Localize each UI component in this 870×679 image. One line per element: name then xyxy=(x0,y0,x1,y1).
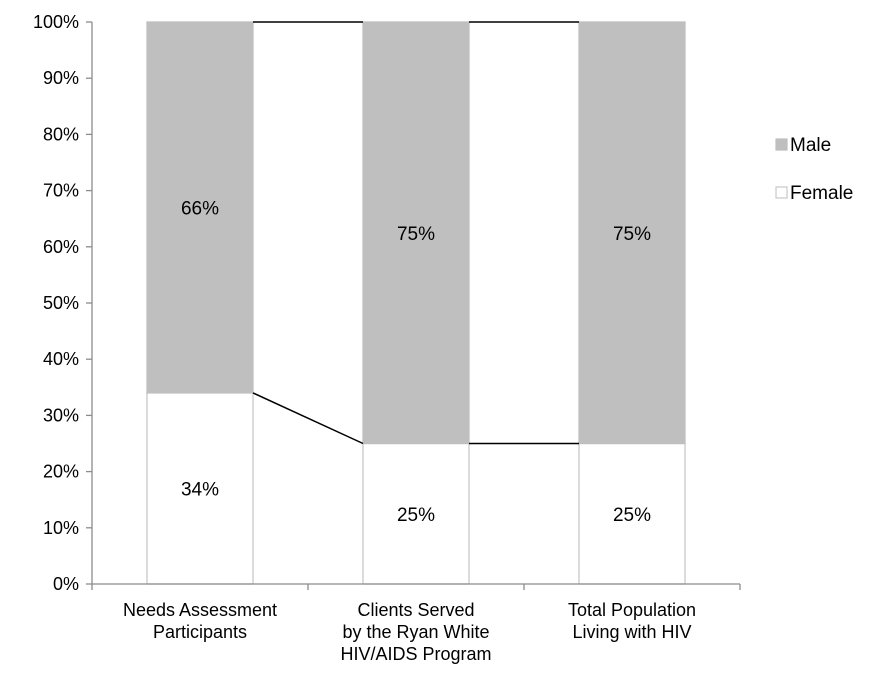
x-category-label-line: Needs Assessment xyxy=(123,600,277,620)
data-label-male-1: 75% xyxy=(397,224,435,245)
bar-female-0 xyxy=(146,392,254,585)
bar-male-1 xyxy=(362,21,470,445)
legend-swatch-male xyxy=(775,138,788,151)
x-category-label-line: HIV/AIDS Program xyxy=(340,644,491,664)
series-lines-layer xyxy=(252,21,579,445)
data-label-female-2: 25% xyxy=(613,505,651,526)
y-tick-label-8: 80% xyxy=(43,124,79,144)
x-category-label-0: Needs Assessment Participants xyxy=(123,600,277,642)
x-category-label-1: Clients Served by the Ryan White HIV/AIDS … xyxy=(340,600,491,664)
data-label-female-1: 25% xyxy=(397,505,435,526)
y-tick-label-9: 90% xyxy=(43,68,79,88)
bar-male-2 xyxy=(578,21,686,445)
legend-swatch-female xyxy=(775,186,788,199)
y-tick-label-7: 70% xyxy=(43,181,79,201)
legend-label-male: Male xyxy=(790,135,831,156)
bar-female-2 xyxy=(578,442,686,585)
y-tick-label-5: 50% xyxy=(43,293,79,313)
y-tick-label-3: 30% xyxy=(43,405,79,425)
legend-label-female: Female xyxy=(790,183,853,204)
x-category-label-line: Total Population xyxy=(568,600,696,620)
y-tick-label-4: 40% xyxy=(43,349,79,369)
x-category-label-line: Participants xyxy=(153,622,247,642)
bars-layer xyxy=(146,21,686,585)
x-category-label-2: Total Population Living with HIV xyxy=(568,600,696,642)
series-line-female-0 xyxy=(252,392,364,445)
y-tick-label-1: 10% xyxy=(43,518,79,538)
y-tick-label-2: 20% xyxy=(43,462,79,482)
y-tick-label-0: 0% xyxy=(53,574,79,594)
x-category-label-line: Clients Served xyxy=(357,600,474,620)
legend: Male Female xyxy=(775,135,853,204)
data-labels-layer: 34% 66% 25% 75% 25% 75% xyxy=(181,198,651,525)
bar-male-0 xyxy=(146,21,254,394)
y-tick-label-6: 60% xyxy=(43,237,79,257)
x-category-label-line: Living with HIV xyxy=(572,622,691,642)
data-label-male-0: 66% xyxy=(181,198,219,219)
data-label-female-0: 34% xyxy=(181,479,219,500)
data-label-male-2: 75% xyxy=(613,224,651,245)
y-tick-label-10: 100% xyxy=(33,12,79,32)
x-category-label-line: by the Ryan White xyxy=(342,622,489,642)
axes-layer: 0% 10% 20% 30% 40% 50% 60% 70% 80% 90% 100% Needs A… xyxy=(33,12,741,664)
